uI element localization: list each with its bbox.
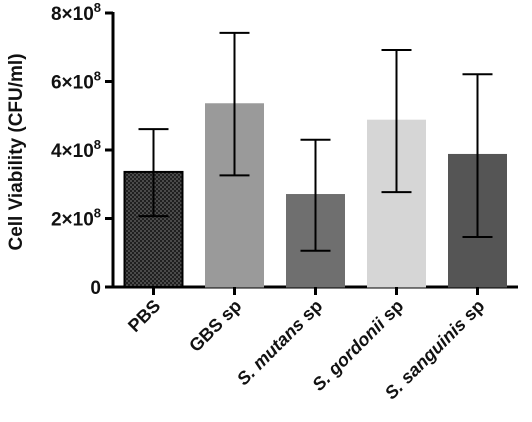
- y-tick-label: 6×108: [51, 69, 101, 94]
- y-axis-label: Cell Viability (CFU/ml): [6, 53, 27, 250]
- plot-area: 0 2×108 4×108 6×108 8×108 PBS GBS spS. mutans …: [51, 0, 518, 403]
- y-tick-label: 2×108: [51, 206, 101, 231]
- x-tick-label: GBS sp: [185, 296, 245, 356]
- y-tick-label: 4×108: [51, 137, 101, 162]
- x-tick-label: S. mutans sp: [233, 296, 326, 389]
- x-tick-label: PBS: [124, 296, 164, 336]
- y-tick-label: 0: [90, 278, 101, 299]
- y-tick-label: 8×108: [51, 0, 101, 25]
